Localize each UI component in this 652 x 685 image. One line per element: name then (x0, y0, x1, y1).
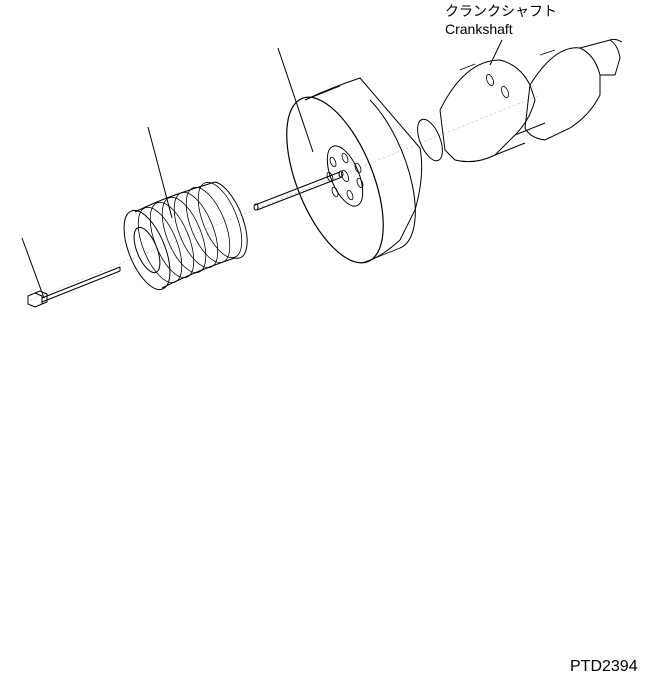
pulley-component (115, 177, 251, 296)
crankshaft-label-container: クランクシャフト Crankshaft (445, 2, 557, 38)
bolt-component (28, 267, 120, 307)
drawing-number: PTD2394 (570, 658, 638, 676)
leader-line-damper (278, 48, 313, 152)
crankshaft-assembly-diagram (0, 0, 652, 685)
crankshaft-label-en: Crankshaft (445, 20, 557, 38)
crankshaft-label-jp: クランクシャフト (445, 2, 557, 20)
axis-line (30, 95, 540, 300)
damper-disc-component (267, 78, 422, 276)
crankshaft-component (412, 39, 622, 164)
leader-line-crankshaft (490, 40, 502, 65)
leader-line-bolt (22, 238, 44, 298)
